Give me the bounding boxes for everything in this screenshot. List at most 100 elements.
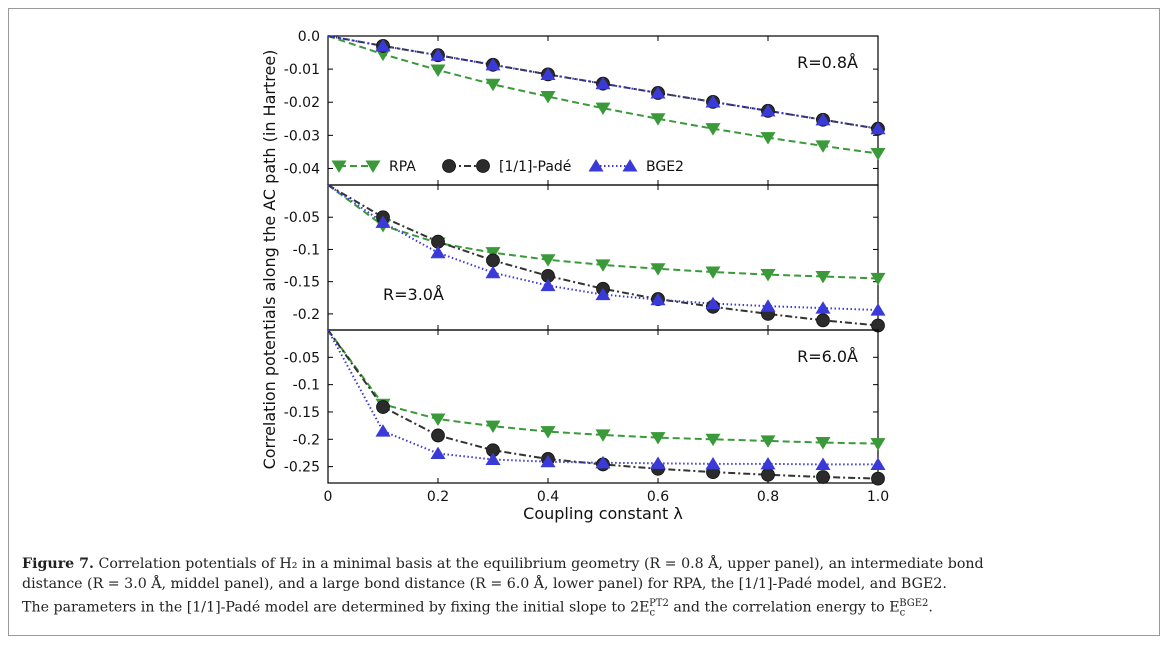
x-tick-label: 1.0 <box>867 489 889 505</box>
data-point-rpa <box>540 254 556 267</box>
y-tick-label: -0.04 <box>284 161 320 177</box>
data-point-rpa <box>870 272 886 286</box>
data-point-rpa <box>430 64 446 77</box>
data-point-bge2 <box>650 86 666 99</box>
legend-marker <box>622 159 638 172</box>
data-point-bge2 <box>705 456 721 470</box>
data-point-rpa <box>815 140 831 153</box>
legend: RPA [1/1]-Padé BGE2 <box>331 159 684 175</box>
data-point-bge2 <box>815 457 831 470</box>
y-tick-label: 0.0 <box>298 29 320 45</box>
data-point-bge2 <box>595 76 611 90</box>
data-point-rpa <box>650 263 666 276</box>
data-point-bge2 <box>760 299 776 312</box>
data-point-pade <box>431 428 445 443</box>
data-point-bge2 <box>485 57 501 71</box>
x-tick-label: 0.8 <box>757 489 779 505</box>
data-point-rpa <box>540 426 556 439</box>
series-line-pade <box>327 329 879 480</box>
data-point-bge2 <box>595 287 611 301</box>
data-point-bge2 <box>485 452 501 466</box>
data-point-rpa <box>595 259 611 272</box>
data-point-bge2 <box>375 215 391 228</box>
caption-text-3a: The parameters in the [1/1]-Padé model a… <box>22 599 650 616</box>
legend-marker <box>588 159 604 172</box>
data-point-bge2 <box>760 456 776 470</box>
series-line-rpa <box>327 35 879 155</box>
data-point-bge2 <box>815 301 831 314</box>
data-point-bge2 <box>650 456 666 469</box>
data-point-pade <box>816 470 830 484</box>
y-tick-label: -0.1 <box>293 242 320 258</box>
data-point-rpa <box>540 91 556 104</box>
data-point-rpa <box>705 123 721 136</box>
legend-item-rpa: RPA <box>331 159 416 175</box>
y-tick-label: -0.05 <box>284 350 320 366</box>
data-point-bge2 <box>650 292 666 306</box>
caption-sub-2: c <box>899 607 906 619</box>
data-point-rpa <box>705 433 721 447</box>
data-point-bge2 <box>430 446 446 460</box>
caption-line-2: distance (R = 3.0 Å, middel panel), and … <box>22 576 947 592</box>
y-tick-label: -0.2 <box>293 432 320 448</box>
panel-2: -0.05 -0.1 -0.15 -0.2 R=3.0Å <box>284 184 886 333</box>
legend-item-pade: [1/1]-Padé <box>442 159 571 175</box>
caption-sup-1: PT2 <box>649 598 669 609</box>
series-line-pade <box>327 184 879 327</box>
series-line-bge2 <box>327 35 879 130</box>
x-axis-label: Coupling constant λ <box>523 504 683 523</box>
data-point-bge2 <box>540 454 556 468</box>
data-point-rpa <box>760 269 776 282</box>
y-tick-label: -0.05 <box>284 210 320 226</box>
legend-marker <box>365 160 381 173</box>
x-tick-label: 0.4 <box>537 489 559 505</box>
legend-marker <box>331 160 347 173</box>
y-tick-label: -0.2 <box>293 307 320 323</box>
data-point-pade <box>376 400 390 414</box>
data-point-bge2 <box>595 455 611 469</box>
y-tick-label: -0.1 <box>293 378 320 394</box>
legend-marker <box>442 159 456 173</box>
panel-annotation: R=6.0Å <box>797 347 858 366</box>
data-point-rpa <box>430 413 446 426</box>
data-point-rpa <box>760 435 776 448</box>
caption-text-3b: and the correlation energy to E <box>668 599 900 616</box>
panel-frame <box>327 329 879 484</box>
data-point-bge2 <box>375 424 391 437</box>
figure-caption: Figure 7. Correlation potentials of H₂ i… <box>22 554 1152 624</box>
caption-text-1: Correlation potentials of H₂ in a minima… <box>98 556 984 572</box>
series-line-rpa <box>327 329 879 445</box>
y-tick-label: -0.15 <box>284 275 320 291</box>
panel-frame <box>327 184 879 331</box>
data-point-rpa <box>815 270 831 284</box>
data-point-rpa <box>870 147 886 161</box>
data-point-rpa <box>815 437 831 450</box>
legend-label: BGE2 <box>646 159 684 175</box>
legend-label: RPA <box>389 159 416 175</box>
caption-figure-label: Figure 7. <box>22 556 94 572</box>
data-point-bge2 <box>375 39 391 52</box>
data-point-pade <box>761 467 775 482</box>
caption-line-3: The parameters in the [1/1]-Padé model a… <box>22 594 1152 624</box>
data-point-bge2 <box>870 121 886 135</box>
figure-frame <box>8 8 1160 636</box>
data-point-bge2 <box>540 67 556 80</box>
caption-sub-1: c <box>649 607 656 619</box>
data-point-rpa <box>760 132 776 145</box>
x-tick-label: 0 <box>324 489 333 505</box>
caption-line-1: Figure 7. Correlation potentials of H₂ i… <box>22 554 1152 574</box>
data-point-bge2 <box>760 103 776 117</box>
panel-annotation: R=0.8Å <box>797 53 858 72</box>
data-point-bge2 <box>705 95 721 108</box>
data-point-rpa <box>870 438 886 451</box>
data-point-pade <box>486 253 500 268</box>
data-point-rpa <box>705 266 721 279</box>
panel-3: -0.05 -0.1 -0.15 -0.2 -0.25 R=6.0Å <box>284 329 886 486</box>
data-point-rpa <box>595 102 611 116</box>
legend-marker <box>476 159 490 173</box>
data-point-rpa <box>485 78 501 92</box>
data-point-rpa <box>485 247 501 260</box>
x-tick-label: 0.6 <box>647 489 669 505</box>
data-point-pade <box>871 471 885 486</box>
